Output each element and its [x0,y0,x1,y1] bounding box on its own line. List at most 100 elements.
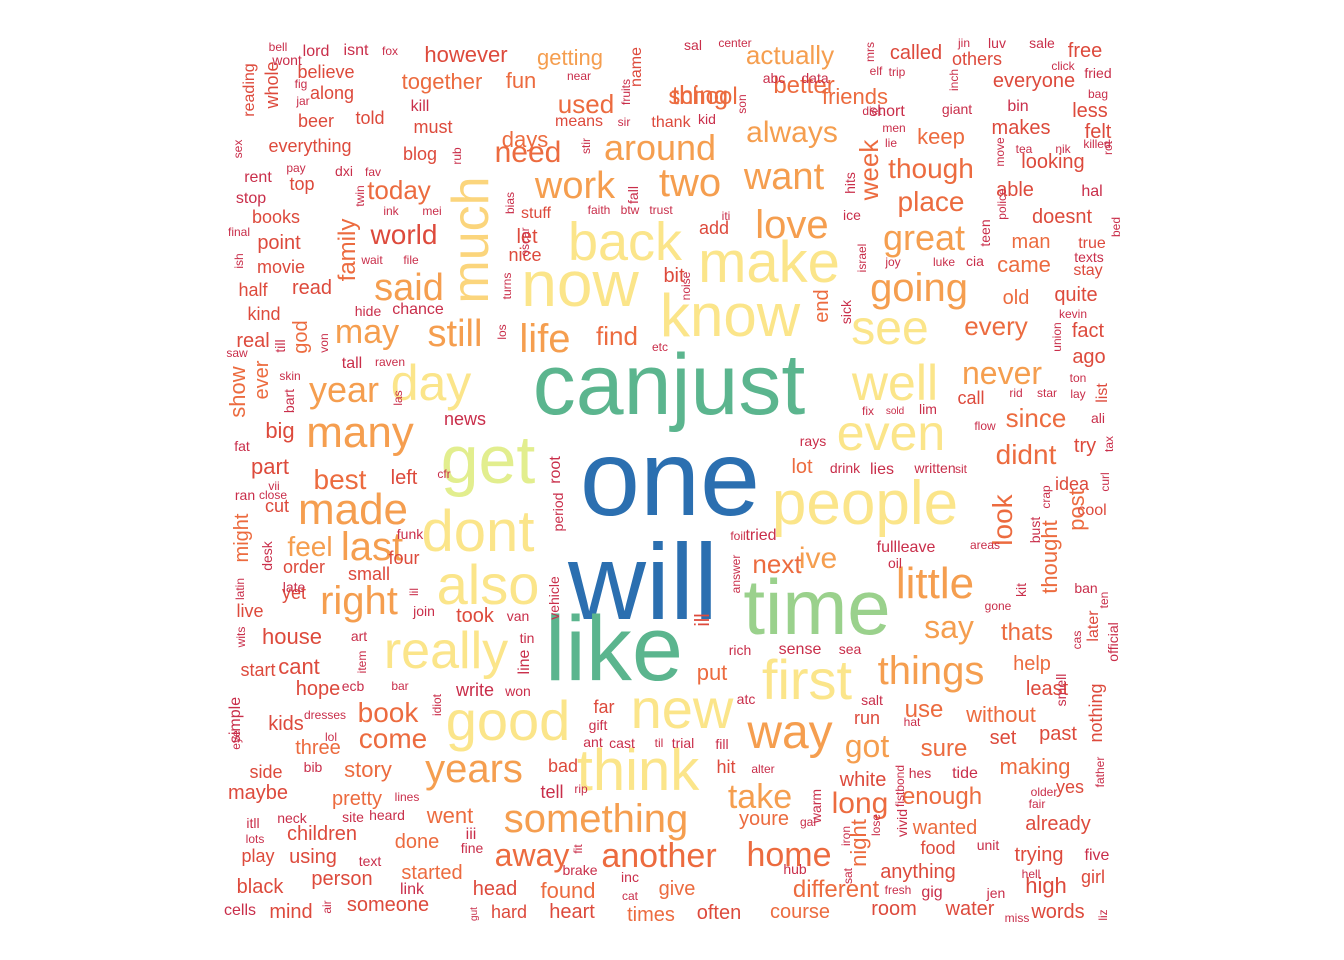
word-better: better [773,72,834,99]
word-root: root [547,456,564,484]
word-sure: sure [921,735,968,762]
word-kid: kid [698,111,716,127]
word-lot: lot [791,456,813,478]
word-tin: tin [520,630,535,646]
word-without: without [965,702,1036,727]
word-ill: ill [692,613,714,626]
word-heart: heart [549,901,595,923]
word-salt: salt [861,692,883,708]
word-text: text [359,853,382,869]
word-liz: liz [1096,909,1110,920]
word-dont: dont [422,499,535,564]
word-idiot: idiot [430,693,444,716]
word-kids: kids [268,713,304,735]
word-cat: cat [622,889,639,903]
word-getting: getting [537,45,603,70]
word-reading: reading [241,63,258,116]
word-show: show [225,366,250,417]
word-jin: jin [957,36,970,50]
word-kit: kit [1013,583,1029,597]
word-fig: fig [295,77,308,91]
word-cells: cells [224,902,256,919]
word-now: now [521,248,639,320]
word-three: three [295,737,341,759]
word-long: long [832,787,889,820]
word-came: came [997,252,1051,277]
word-ever: ever [251,360,273,399]
word-fine: fine [461,840,484,856]
word-ban: ban [1074,580,1097,596]
word-tried: tried [745,527,776,544]
word-believe: believe [297,62,354,82]
word-brake: brake [562,862,597,878]
word-try: try [1074,435,1096,457]
word-week: week [854,139,884,202]
word-las: las [391,390,405,405]
word-times: times [627,904,675,926]
word-together: together [402,69,483,94]
word-enough: enough [902,783,982,810]
word-drink: drink [830,460,861,476]
word-room: room [871,898,917,920]
word-crap: crap [1039,485,1053,509]
word-using: using [289,846,337,868]
word-chance: chance [392,301,444,318]
word-though: though [888,153,974,184]
word-mind: mind [269,901,312,923]
word-lay: lay [1070,387,1085,401]
word-curl: curl [1098,472,1112,491]
word-wits: wits [234,627,248,649]
word-really: really [384,622,508,680]
word-quite: quite [1054,284,1097,306]
word-desk: desk [259,540,275,571]
word-tell: tell [540,782,563,802]
word-home: home [746,836,831,874]
word-won: won [504,683,531,699]
word-doesnt: doesnt [1032,206,1092,228]
word-live: live [236,601,263,621]
word-cfr: cfr [437,467,450,481]
word-rich: rich [729,642,752,658]
word-course: course [770,901,830,923]
word-written: written [913,460,955,476]
word-fair: fair [1029,797,1046,811]
word-black: black [237,876,285,898]
word-oil: oil [888,555,902,571]
word-real: real [236,330,269,352]
word-books: books [252,207,300,227]
word-iron: iron [839,826,853,846]
word-post: post [1064,489,1089,531]
word-part: part [251,454,289,479]
word-come: come [359,723,427,754]
word-flow: flow [974,419,996,433]
word-never: never [962,355,1042,391]
word-story: story [344,757,392,782]
word-children: children [287,823,357,845]
word-run: run [854,708,880,728]
word-center: center [718,36,751,50]
word-best: best [314,464,367,495]
word-hit: hit [716,757,735,777]
word-way: way [746,706,832,759]
word-luke: luke [933,255,955,269]
word-official: official [1105,622,1121,661]
word-vii: vii [268,479,279,493]
word-faith: faith [588,203,611,217]
word-far: far [593,697,614,717]
word-pay: pay [286,161,305,175]
word-will: will [567,521,718,642]
word-lim: lim [919,401,937,417]
word-idea: idea [1055,474,1090,494]
word-stay: stay [1073,262,1102,279]
word-may: may [335,313,399,351]
word-late: late [283,579,306,595]
word-period: period [550,493,566,532]
word-set: set [990,727,1017,749]
word-jen: jen [986,885,1006,901]
word-took: took [456,605,495,627]
word-little: little [896,559,974,608]
word-hes: hes [909,765,932,781]
word-skin: skin [279,369,300,383]
word-oscar: oscar [518,227,532,256]
word-rent: rent [244,169,272,186]
